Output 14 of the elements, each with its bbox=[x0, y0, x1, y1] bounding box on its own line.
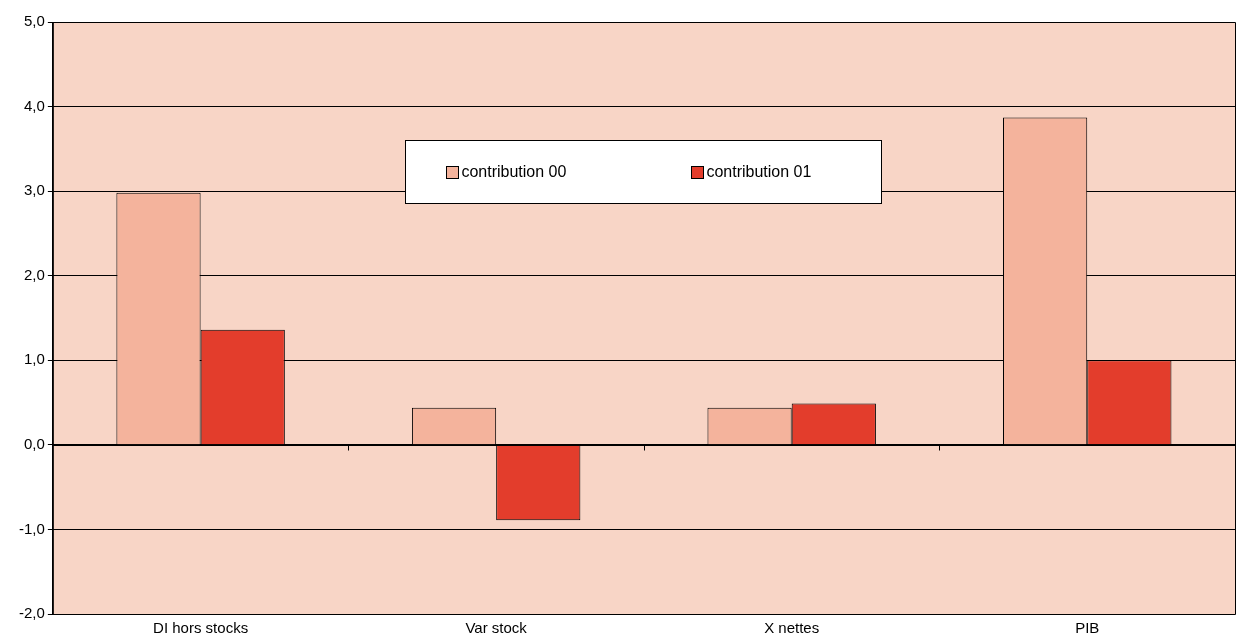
y-tick-label: 0,0 bbox=[23, 435, 45, 452]
x-tick-label: PIB bbox=[1075, 619, 1100, 637]
x-tick-label: X nettes bbox=[764, 619, 820, 637]
y-tick-label: 3,0 bbox=[23, 181, 45, 199]
x-tick-label: Var stock bbox=[465, 619, 528, 637]
y-tick-label: -1,0 bbox=[18, 519, 45, 537]
legend-label: contribution 00 bbox=[461, 163, 567, 181]
legend-label: contribution 01 bbox=[706, 163, 812, 181]
x-tick-label: DI hors stocks bbox=[153, 619, 249, 637]
y-tick-label: 4,0 bbox=[23, 96, 45, 114]
y-tick-label: 1,0 bbox=[23, 350, 45, 368]
y-tick-label: -2,0 bbox=[18, 604, 45, 622]
y-tick-label: 2,0 bbox=[23, 265, 45, 283]
y-tick-label: 5,0 bbox=[23, 12, 45, 30]
